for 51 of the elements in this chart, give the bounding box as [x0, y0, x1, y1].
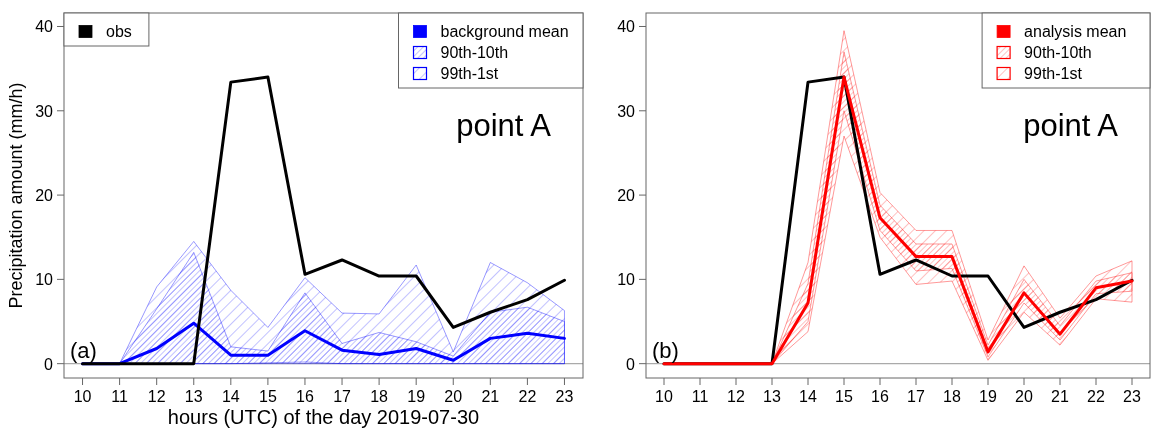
x-tick-label: 21 [481, 388, 500, 405]
y-tick-label: 10 [617, 271, 636, 289]
annotation: (b) [652, 338, 679, 363]
legend-label: 90th-10th [440, 43, 509, 61]
x-tick-label: 20 [1015, 388, 1033, 405]
y-tick-label: 20 [35, 187, 54, 205]
x-tick-label: 11 [111, 388, 129, 405]
x-tick-label: 10 [655, 388, 673, 405]
x-tick-label: 13 [184, 388, 203, 405]
x-tick-label: 18 [370, 388, 389, 405]
y-tick-label: 0 [626, 355, 636, 373]
x-tick-label: 13 [763, 388, 781, 405]
x-tick-label: 15 [835, 388, 853, 405]
annotation: (a) [70, 338, 97, 363]
legend-label: background mean [440, 22, 569, 40]
y-tick-label: 40 [617, 18, 636, 36]
legend-label: 90th-10th [1024, 43, 1092, 61]
annotation: point A [456, 108, 552, 143]
x-tick-label: 17 [333, 388, 352, 405]
x-tick-label: 12 [147, 388, 166, 405]
y-tick-label: 30 [617, 102, 636, 120]
legend-label: 99th-1st [440, 64, 499, 82]
x-tick-label: 23 [555, 388, 574, 405]
legend-label: obs [106, 22, 132, 40]
x-tick-label: 22 [518, 388, 537, 405]
x-tick-label: 18 [943, 388, 961, 405]
x-tick-label: 15 [258, 388, 277, 405]
x-tick-label: 19 [979, 388, 997, 405]
x-tick-label: 12 [727, 388, 745, 405]
x-tick-label: 10 [73, 388, 92, 405]
y-axis-title: Precipitation amount (mm/h) [6, 82, 26, 309]
x-axis-title: hours (UTC) of the day 2019-07-30 [167, 406, 480, 428]
y-tick-label: 20 [617, 187, 636, 205]
x-tick-label: 11 [691, 388, 709, 405]
legend-label: 99th-1st [1024, 64, 1083, 82]
y-tick-label: 30 [35, 102, 54, 120]
y-tick-label: 10 [35, 271, 54, 289]
x-tick-label: 22 [1087, 388, 1105, 405]
x-tick-label: 17 [907, 388, 925, 405]
legend-label: analysis mean [1024, 22, 1127, 40]
x-tick-label: 19 [407, 388, 426, 405]
x-tick-label: 14 [221, 388, 240, 405]
annotation: point A [1023, 108, 1119, 143]
y-tick-label: 0 [44, 355, 54, 373]
y-tick-label: 40 [35, 18, 54, 36]
x-tick-label: 14 [799, 388, 817, 405]
x-tick-label: 20 [444, 388, 463, 405]
x-tick-label: 16 [871, 388, 889, 405]
x-tick-label: 23 [1123, 388, 1141, 405]
x-tick-label: 21 [1051, 388, 1069, 405]
x-tick-label: 16 [296, 388, 314, 405]
